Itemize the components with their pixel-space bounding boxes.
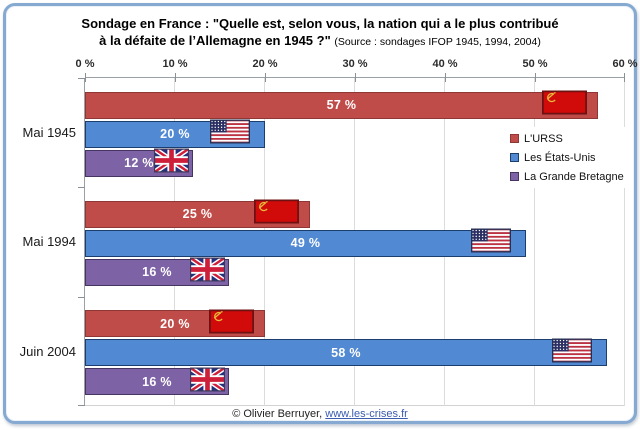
bar-value-label: 58 %: [331, 345, 361, 360]
y-axis-tick: [78, 187, 85, 189]
bar-value-label: 16 %: [142, 265, 172, 280]
legend-label: L'URSS: [524, 132, 563, 145]
x-tick-label: 20 %: [252, 58, 278, 70]
bar-group: 57 % 20 % 12 %: [85, 78, 625, 187]
y-axis-line: [84, 78, 85, 406]
chart-title: Sondage en France : "Quelle est, selon v…: [6, 15, 634, 51]
y-axis-tick: [78, 296, 85, 298]
bar-group: 20 % 58 % 16 %: [85, 297, 625, 406]
ussr-flag-icon: [542, 90, 587, 120]
legend-item: La Grande Bretagne: [510, 167, 624, 186]
bar: 20 %: [85, 309, 265, 338]
category-label: Mai 1994: [22, 234, 76, 250]
plot-bottom-border: [85, 405, 625, 406]
bar-value-label: 25 %: [182, 207, 213, 222]
chart-title-line1: Sondage en France : "Quelle est, selon v…: [81, 16, 559, 31]
chart-source: (Source : sondages IFOP 1945, 1994, 2004…: [334, 36, 541, 48]
bar: 20 %: [85, 119, 265, 149]
bar-value-label: 20 %: [160, 127, 190, 142]
category-label: Mai 1945: [22, 125, 76, 141]
plot-area: 57 % 20 % 12 % 25 % 49 % 16 % 20 %: [78, 73, 625, 406]
bar: 16 %: [85, 255, 229, 287]
les-crises-link[interactable]: www.les-crises.fr: [325, 408, 408, 420]
x-tick-label: 10 %: [162, 58, 188, 70]
bar: 57 %: [85, 90, 598, 120]
x-axis-tick: [175, 73, 176, 82]
bar-value-label: 57 %: [326, 98, 357, 113]
legend-swatch: [510, 134, 519, 143]
x-axis-tick: [445, 73, 446, 82]
ussr-flag-icon: [209, 309, 254, 338]
gridline: [624, 78, 625, 406]
x-tick-label: 60 %: [612, 58, 638, 70]
uk-flag-icon: [152, 146, 191, 178]
footer: © Olivier Berruyer, www.les-crises.fr: [6, 408, 634, 420]
x-axis-tick: [355, 73, 356, 82]
x-tick-label: 50 %: [522, 58, 548, 70]
x-tick-label: 0 %: [75, 58, 95, 70]
chart-frame: Sondage en France : "Quelle est, selon v…: [3, 3, 638, 424]
bar-value-label: 16 %: [142, 374, 172, 389]
x-tick-label: 30 %: [342, 58, 368, 70]
bar: 25 %: [85, 199, 310, 229]
y-axis-tick: [78, 78, 85, 79]
uk-flag-icon: [188, 255, 227, 287]
x-axis-tick: [85, 73, 86, 82]
y-axis-tick: [78, 405, 85, 406]
footer-copyright: © Olivier Berruyer,: [232, 408, 323, 420]
usa-flag-icon: [210, 119, 250, 149]
bar-group: 25 % 49 % 16 %: [85, 187, 625, 296]
ussr-flag-icon: [254, 199, 299, 229]
bar: 49 %: [85, 228, 526, 258]
gridline: [534, 78, 535, 406]
x-axis-tick: [624, 73, 625, 82]
chart-title-question: à la défaite de l’Allemagne en 1945 ?": [99, 33, 331, 48]
usa-flag-icon: [552, 338, 592, 367]
legend-label: La Grande Bretagne: [524, 170, 624, 183]
x-axis-tick: [535, 73, 536, 82]
bar: 12 %: [85, 146, 193, 178]
legend-label: Les États-Unis: [524, 151, 596, 164]
bar-value-label: 49 %: [290, 236, 321, 251]
chart-title-line2: à la défaite de l’Allemagne en 1945 ?" (…: [6, 32, 634, 51]
bar: 16 %: [85, 365, 229, 396]
x-tick-label: 40 %: [432, 58, 458, 70]
usa-flag-icon: [471, 228, 511, 258]
legend: L'URSS Les États-Unis La Grande Bretagne: [506, 127, 628, 188]
legend-swatch: [510, 153, 519, 162]
bar: 58 %: [85, 338, 607, 367]
bar-value-label: 12 %: [124, 156, 154, 171]
uk-flag-icon: [188, 365, 227, 396]
legend-item: L'URSS: [510, 129, 624, 148]
category-label: Juin 2004: [19, 343, 76, 359]
legend-swatch: [510, 172, 519, 181]
bar-value-label: 20 %: [160, 316, 190, 331]
x-axis-tick: [265, 73, 266, 82]
legend-item: Les États-Unis: [510, 148, 624, 167]
